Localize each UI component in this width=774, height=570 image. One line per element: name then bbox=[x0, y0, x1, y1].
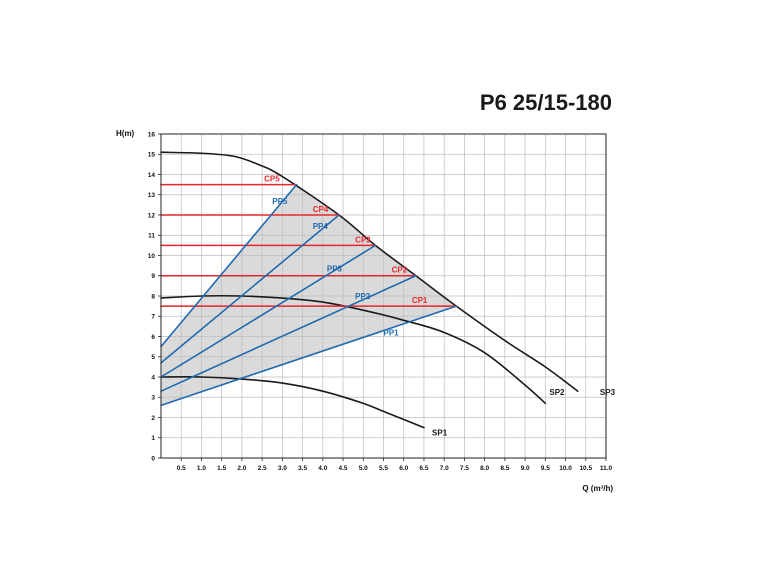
y-tick-label-9: 9 bbox=[151, 273, 155, 280]
operating-region bbox=[161, 184, 457, 406]
curve-labels: CP5 CP4 CP3 CP2 CP1 PP5 PP4 PP3 PP2 PP1 SP3 SP2 SP1 bbox=[264, 175, 615, 438]
series-pp4 bbox=[160, 214, 340, 364]
curve-label-pp4: PP4 bbox=[313, 222, 329, 231]
y-axis-label: H(m) bbox=[116, 129, 135, 138]
y-tick-label-11: 11 bbox=[148, 233, 155, 240]
y-tick-label-0: 0 bbox=[151, 455, 155, 462]
x-tick-label-4.0: 4.0 bbox=[318, 465, 327, 472]
x-tick-label-6.0: 6.0 bbox=[399, 465, 408, 472]
curve-label-cp3: CP3 bbox=[355, 235, 371, 244]
curve-label-cp2: CP2 bbox=[392, 266, 408, 275]
x-tick-label-1.0: 1.0 bbox=[197, 465, 206, 472]
x-tick-label-9.0: 9.0 bbox=[521, 465, 530, 472]
curve-label-sp3: SP3 bbox=[600, 388, 616, 397]
y-tick-label-6: 6 bbox=[151, 334, 155, 341]
x-tick-label-7.5: 7.5 bbox=[460, 465, 469, 472]
curve-label-pp1: PP1 bbox=[384, 328, 400, 337]
series-pp1 bbox=[160, 305, 458, 407]
curve-label-cp4: CP4 bbox=[313, 205, 329, 214]
series-sp2 bbox=[160, 294, 547, 405]
tick-labels: 0.5 1.0 1.5 2.0 2.5 3.0 3.5 4.0 4.5 5.0 5.5 6.0 6.5 7… bbox=[148, 131, 613, 472]
series-pp3 bbox=[160, 244, 377, 378]
x-tick-label-2.5: 2.5 bbox=[258, 465, 267, 472]
x-tick-label-2.0: 2.0 bbox=[237, 465, 246, 472]
y-tick-label-7: 7 bbox=[151, 314, 155, 321]
series-pp5 bbox=[160, 183, 298, 348]
x-tick-label-0.5: 0.5 bbox=[177, 465, 186, 472]
x-tick-label-7.0: 7.0 bbox=[440, 465, 449, 472]
operating-region-fill bbox=[161, 184, 457, 406]
y-tick-label-5: 5 bbox=[151, 354, 155, 361]
curve-label-sp2: SP2 bbox=[549, 388, 565, 397]
x-tick-label-6.5: 6.5 bbox=[419, 465, 428, 472]
chart-title: P6 25/15-180 bbox=[480, 90, 612, 115]
x-tick-label-3.0: 3.0 bbox=[278, 465, 287, 472]
curve-label-cp5: CP5 bbox=[264, 175, 280, 184]
x-tick-label-5.5: 5.5 bbox=[379, 465, 388, 472]
x-axis-label: Q (m³/h) bbox=[582, 484, 613, 493]
x-tick-label-1.5: 1.5 bbox=[217, 465, 226, 472]
y-tick-label-3: 3 bbox=[151, 395, 155, 402]
series-pp2 bbox=[160, 274, 417, 392]
series-layer bbox=[160, 151, 579, 429]
x-tick-label-11.0: 11.0 bbox=[600, 465, 613, 472]
y-tick-label-2: 2 bbox=[151, 415, 155, 422]
x-tick-label-3.5: 3.5 bbox=[298, 465, 307, 472]
curve-label-pp5: PP5 bbox=[272, 197, 288, 206]
y-tick-label-16: 16 bbox=[148, 131, 156, 138]
y-tick-label-15: 15 bbox=[148, 152, 156, 159]
curve-label-pp3: PP3 bbox=[327, 265, 343, 274]
series-sp1 bbox=[160, 376, 425, 429]
x-tick-label-5.0: 5.0 bbox=[359, 465, 368, 472]
curve-label-sp1: SP1 bbox=[432, 429, 448, 438]
x-tick-label-10.5: 10.5 bbox=[579, 465, 592, 472]
x-tick-label-8.5: 8.5 bbox=[500, 465, 509, 472]
series-sp3 bbox=[160, 151, 579, 392]
y-tick-label-4: 4 bbox=[151, 374, 155, 381]
curve-label-cp1: CP1 bbox=[412, 296, 428, 305]
x-tick-label-9.5: 9.5 bbox=[541, 465, 550, 472]
y-tick-label-1: 1 bbox=[151, 435, 155, 442]
y-tick-label-12: 12 bbox=[148, 212, 156, 219]
curve-label-pp2: PP2 bbox=[355, 292, 371, 301]
y-tick-label-8: 8 bbox=[151, 293, 155, 300]
y-tick-label-13: 13 bbox=[148, 192, 156, 199]
x-tick-label-4.5: 4.5 bbox=[339, 465, 348, 472]
plot-frame bbox=[158, 133, 607, 461]
x-tick-label-10.0: 10.0 bbox=[559, 465, 572, 472]
x-tick-label-8.0: 8.0 bbox=[480, 465, 489, 472]
y-tick-label-10: 10 bbox=[148, 253, 156, 260]
y-tick-label-14: 14 bbox=[148, 172, 156, 179]
